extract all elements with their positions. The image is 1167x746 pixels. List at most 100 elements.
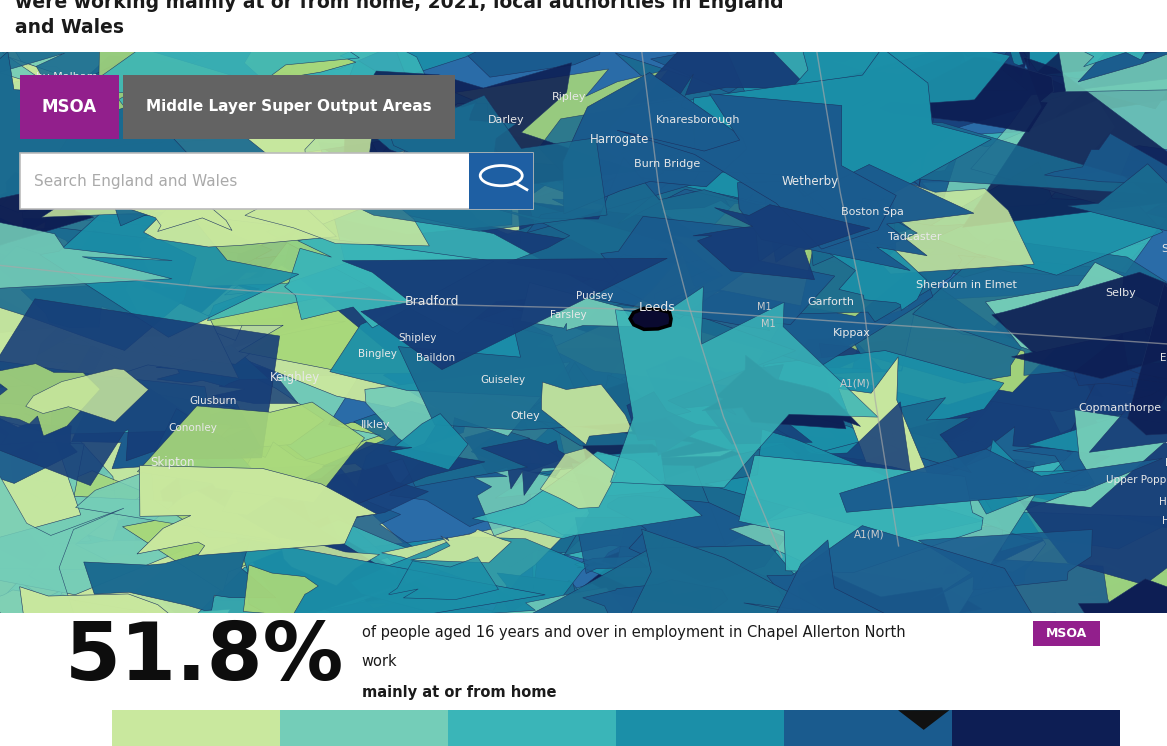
Polygon shape xyxy=(117,102,349,200)
Polygon shape xyxy=(1046,336,1167,404)
Polygon shape xyxy=(377,104,510,178)
Polygon shape xyxy=(201,465,417,582)
FancyBboxPatch shape xyxy=(20,153,533,210)
Polygon shape xyxy=(551,392,641,464)
Polygon shape xyxy=(1,476,176,515)
Polygon shape xyxy=(160,0,355,109)
Polygon shape xyxy=(245,151,429,246)
Polygon shape xyxy=(659,241,810,281)
Polygon shape xyxy=(140,562,238,645)
Polygon shape xyxy=(285,237,494,328)
Polygon shape xyxy=(306,95,607,231)
Polygon shape xyxy=(607,495,785,583)
Text: Shipley: Shipley xyxy=(399,333,436,343)
Text: Timble: Timble xyxy=(467,165,502,175)
Polygon shape xyxy=(42,128,372,229)
Polygon shape xyxy=(732,338,1074,501)
Polygon shape xyxy=(539,74,753,189)
Polygon shape xyxy=(62,251,345,364)
Polygon shape xyxy=(25,398,232,521)
Polygon shape xyxy=(1020,410,1167,517)
FancyBboxPatch shape xyxy=(280,710,448,746)
Polygon shape xyxy=(630,308,671,329)
Text: Bingley: Bingley xyxy=(357,349,397,359)
Polygon shape xyxy=(473,451,703,539)
Polygon shape xyxy=(0,172,93,251)
Polygon shape xyxy=(154,409,270,497)
Text: MSOA: MSOA xyxy=(42,98,97,116)
Polygon shape xyxy=(564,463,731,557)
FancyBboxPatch shape xyxy=(952,710,1120,746)
Polygon shape xyxy=(461,573,617,656)
Polygon shape xyxy=(977,483,1147,539)
Polygon shape xyxy=(908,150,1013,203)
Polygon shape xyxy=(710,100,848,157)
Polygon shape xyxy=(322,401,530,486)
Polygon shape xyxy=(261,538,448,606)
Text: Selby: Selby xyxy=(1105,289,1135,298)
Polygon shape xyxy=(0,245,125,449)
Polygon shape xyxy=(1050,579,1167,667)
Polygon shape xyxy=(594,529,829,657)
Polygon shape xyxy=(1037,143,1139,201)
Polygon shape xyxy=(492,415,696,452)
Polygon shape xyxy=(1127,283,1167,435)
Polygon shape xyxy=(0,442,184,595)
Polygon shape xyxy=(703,557,1000,705)
Polygon shape xyxy=(133,483,425,637)
Polygon shape xyxy=(857,341,995,400)
Polygon shape xyxy=(854,485,1016,556)
Polygon shape xyxy=(826,310,1063,405)
Polygon shape xyxy=(187,251,466,374)
Polygon shape xyxy=(350,536,588,639)
Polygon shape xyxy=(40,18,329,113)
Polygon shape xyxy=(740,137,921,263)
Polygon shape xyxy=(244,565,319,622)
Polygon shape xyxy=(0,204,173,292)
Polygon shape xyxy=(459,585,620,650)
Polygon shape xyxy=(49,219,356,377)
Polygon shape xyxy=(729,492,1035,623)
Polygon shape xyxy=(0,510,257,593)
Text: York: York xyxy=(1166,441,1167,454)
Polygon shape xyxy=(971,72,1167,207)
Polygon shape xyxy=(623,19,917,106)
Text: Sherburn in Elmet: Sherburn in Elmet xyxy=(916,280,1016,290)
Polygon shape xyxy=(636,122,882,245)
Polygon shape xyxy=(1077,579,1167,626)
Polygon shape xyxy=(557,406,761,509)
Polygon shape xyxy=(1018,481,1159,569)
Polygon shape xyxy=(71,377,207,468)
Polygon shape xyxy=(285,193,623,353)
Polygon shape xyxy=(873,310,1167,472)
Polygon shape xyxy=(585,87,936,272)
Text: Pudsey: Pudsey xyxy=(576,291,614,301)
Polygon shape xyxy=(464,429,585,495)
Polygon shape xyxy=(29,538,264,637)
Polygon shape xyxy=(615,47,848,163)
Polygon shape xyxy=(20,586,203,684)
Polygon shape xyxy=(605,613,770,649)
Polygon shape xyxy=(389,557,498,600)
Polygon shape xyxy=(886,539,1167,661)
Polygon shape xyxy=(953,527,1155,623)
Polygon shape xyxy=(703,355,860,429)
Polygon shape xyxy=(575,518,671,574)
Polygon shape xyxy=(1041,377,1167,506)
Polygon shape xyxy=(889,35,1023,81)
Polygon shape xyxy=(938,326,1167,463)
Polygon shape xyxy=(827,394,1125,534)
Polygon shape xyxy=(633,48,991,236)
Polygon shape xyxy=(589,80,886,224)
Text: Middle Layer Super Output Areas: Middle Layer Super Output Areas xyxy=(146,99,432,114)
Polygon shape xyxy=(617,94,896,249)
Polygon shape xyxy=(11,0,202,77)
Text: Escrick: Escrick xyxy=(1160,353,1167,363)
Polygon shape xyxy=(77,10,224,61)
Polygon shape xyxy=(182,78,330,134)
Polygon shape xyxy=(861,181,1034,274)
Polygon shape xyxy=(524,158,739,233)
Polygon shape xyxy=(0,428,144,577)
Polygon shape xyxy=(0,40,202,111)
Polygon shape xyxy=(562,72,747,214)
